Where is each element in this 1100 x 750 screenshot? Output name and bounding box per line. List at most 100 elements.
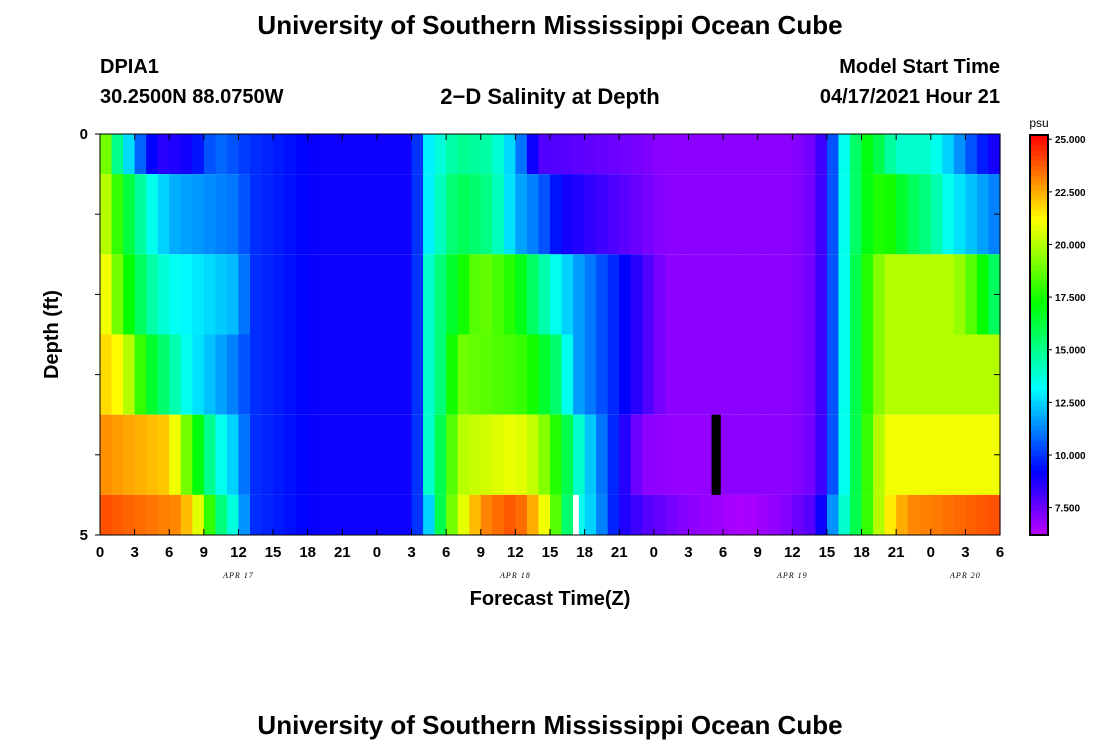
heatmap-cell	[769, 334, 782, 415]
heatmap-cell	[596, 414, 609, 495]
heatmap-cell	[642, 254, 655, 335]
x-tick-label: 0	[373, 544, 381, 561]
heatmap-cell	[884, 334, 897, 415]
heatmap-cell	[838, 494, 851, 535]
colorbar-swatch	[1030, 495, 1048, 501]
colorbar-swatch	[1030, 530, 1048, 536]
heatmap-cell	[515, 494, 528, 535]
colorbar-swatch	[1030, 300, 1048, 306]
heatmap-cell	[757, 334, 770, 415]
heatmap-cell	[792, 414, 805, 495]
x-tick-label: 18	[299, 544, 316, 561]
colorbar-swatch	[1030, 215, 1048, 221]
heatmap-cell	[342, 334, 355, 415]
colorbar-swatch	[1030, 315, 1048, 321]
heatmap-cell	[284, 174, 297, 255]
heatmap-cell	[238, 254, 251, 335]
heatmap-cell	[180, 134, 193, 175]
colorbar-tick-label: 17.500	[1055, 293, 1086, 304]
heatmap-cell	[238, 174, 251, 255]
heatmap-cell	[284, 254, 297, 335]
heatmap-cell	[457, 174, 470, 255]
heatmap-cell	[388, 414, 401, 495]
heatmap-cell	[446, 174, 459, 255]
x-tick-label: 21	[334, 544, 351, 561]
heatmap-cell	[803, 174, 816, 255]
heatmap-cell	[873, 134, 886, 175]
heatmap-cell	[676, 334, 690, 415]
heatmap-cell	[653, 334, 666, 415]
heatmap-cell	[273, 414, 286, 495]
heatmap-cell	[619, 174, 632, 255]
heatmap-cell	[538, 254, 551, 335]
heatmap-cell	[400, 134, 413, 175]
heatmap-cell	[700, 494, 713, 535]
heatmap-cell	[526, 254, 540, 335]
heatmap-cell	[515, 174, 528, 255]
heatmap-cell	[665, 174, 678, 255]
heatmap-cell	[365, 414, 378, 495]
heatmap-cell	[203, 494, 216, 535]
x-tick-label: 0	[96, 544, 104, 561]
heatmap-cell	[284, 334, 297, 415]
heatmap-cell	[296, 334, 309, 415]
colorbar-swatch	[1030, 485, 1048, 491]
heatmap-cell	[434, 174, 447, 255]
heatmap-cell	[123, 494, 136, 535]
x-tick-label: 9	[754, 544, 762, 561]
heatmap-cell	[919, 254, 932, 335]
heatmap-cell	[619, 134, 632, 175]
heatmap-cell	[146, 254, 159, 335]
heatmap-cell	[665, 134, 678, 175]
heatmap-cell	[850, 174, 863, 255]
heatmap-cell	[538, 174, 551, 255]
heatmap-cell	[884, 254, 897, 335]
heatmap-cell	[619, 414, 632, 495]
heatmap-cell	[826, 134, 840, 175]
heatmap-cell	[134, 414, 147, 495]
heatmap-cell	[134, 334, 147, 415]
heatmap-cell	[250, 334, 263, 415]
heatmap-cell	[307, 494, 320, 535]
heatmap-cell	[919, 414, 932, 495]
heatmap-cell	[446, 254, 459, 335]
heatmap-cell	[273, 334, 286, 415]
heatmap-cell	[630, 414, 643, 495]
colorbar-swatch	[1030, 295, 1048, 301]
heatmap-cell	[376, 334, 390, 415]
heatmap-cell	[180, 414, 193, 495]
heatmap-cell	[780, 414, 793, 495]
heatmap-cell	[792, 494, 805, 535]
heatmap-cell	[492, 334, 505, 415]
heatmap-cell	[734, 174, 747, 255]
heatmap-cell	[376, 414, 390, 495]
heatmap-cell	[561, 174, 574, 255]
colorbar-swatch	[1030, 225, 1048, 231]
heatmap-cell	[296, 414, 309, 495]
heatmap-cell	[180, 174, 193, 255]
colorbar-swatch	[1030, 390, 1048, 396]
heatmap-cell	[965, 334, 978, 415]
colorbar-swatch	[1030, 510, 1048, 516]
heatmap-cell	[503, 134, 516, 175]
heatmap-cell	[803, 334, 816, 415]
heatmap-cell	[319, 334, 332, 415]
x-tick-label: 6	[165, 544, 173, 561]
heatmap-cell	[942, 174, 955, 255]
heatmap-cell	[261, 494, 274, 535]
heatmap-cell	[596, 174, 609, 255]
colorbar-swatch	[1030, 345, 1048, 351]
colorbar-tick-label: 7.500	[1055, 504, 1080, 515]
heatmap-cell	[296, 254, 309, 335]
heatmap-cell	[503, 414, 516, 495]
x-axis-ticks: 0 3 6 9 12 15 18 21 0 3 6 9 12 15 18 21 0 3 6 9 12 15 18 21 0 3 6	[96, 134, 1004, 561]
heatmap-cell	[734, 494, 747, 535]
heatmap-cell	[930, 174, 943, 255]
heatmap-cell	[146, 414, 159, 495]
heatmap-cell	[457, 414, 470, 495]
colorbar-swatch	[1030, 445, 1048, 451]
heatmap-cell	[457, 254, 470, 335]
heatmap-cell	[538, 494, 551, 535]
heatmap-cell	[307, 414, 320, 495]
x-axis-label: Forecast Time(Z)	[470, 588, 631, 610]
